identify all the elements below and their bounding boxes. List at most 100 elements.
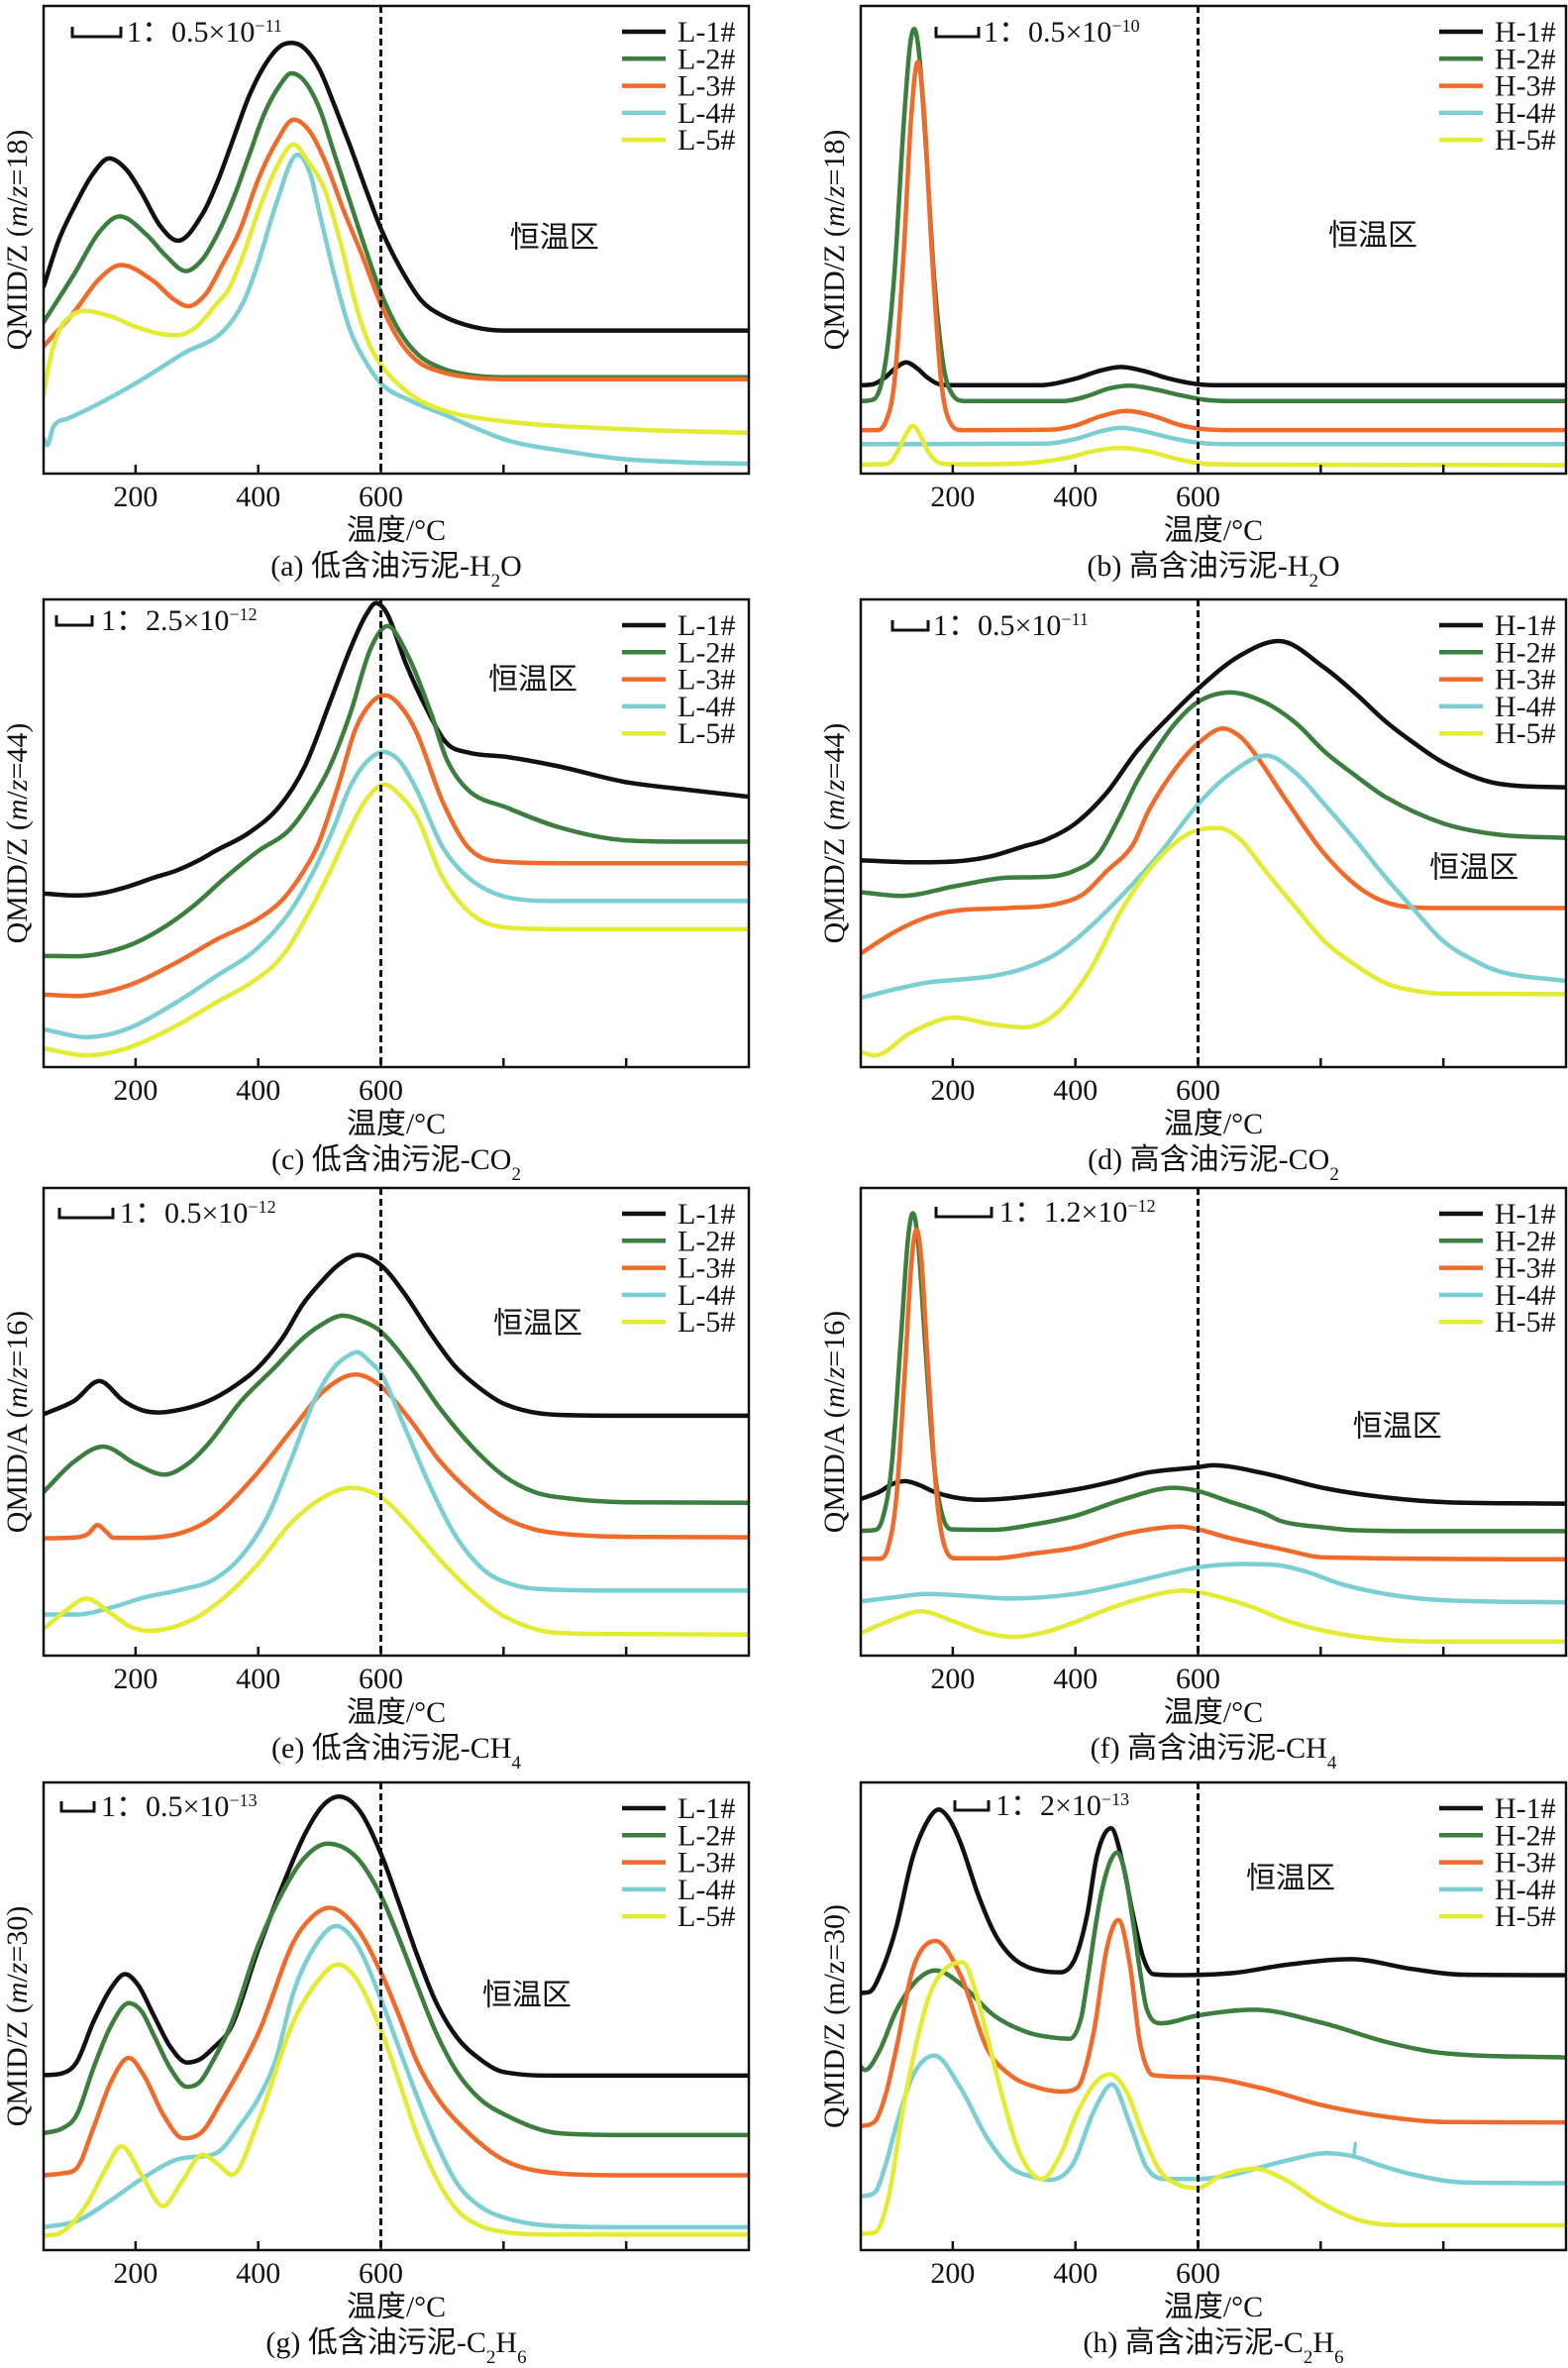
series-line-H-3	[861, 1227, 1566, 1562]
series-line-L-3	[44, 117, 749, 381]
x-axis-label: 温度/°C	[1164, 1696, 1263, 1729]
legend-label: H-5#	[1495, 717, 1556, 750]
legend-item: L-4#	[622, 1874, 735, 1906]
legend-label: H-3#	[1495, 664, 1556, 697]
y-axis-label-part: m	[818, 1387, 851, 1409]
caption-text: H	[1312, 2326, 1334, 2359]
legend-item: H-3#	[1439, 664, 1556, 697]
legend-label: L-1#	[678, 1198, 735, 1231]
y-axis-label-part: m	[818, 800, 851, 821]
legend: L-1#L-2#L-3#L-4#L-5#	[622, 1198, 735, 1339]
y-axis-label-part: QMID/Z (	[1, 227, 34, 350]
scale-bar-label: 1：0.5×10−10	[984, 16, 1140, 49]
legend: H-1#H-2#H-3#H-4#H-5#	[1439, 1198, 1556, 1339]
plot-area	[861, 638, 1566, 1058]
legend-item: L-2#	[622, 636, 735, 669]
legend-item: L-3#	[622, 1847, 735, 1880]
series-line-H-5	[861, 423, 1566, 468]
x-axis-label: 温度/°C	[347, 2291, 446, 2323]
legend-label: H-4#	[1495, 1279, 1556, 1312]
legend-item: L-2#	[622, 1225, 735, 1257]
legend: H-1#H-2#H-3#H-4#H-5#	[1439, 1792, 1556, 1933]
y-axis-label-part: QMID/Z (	[818, 227, 851, 350]
plot-frame	[859, 597, 1568, 1069]
legend: L-1#L-2#L-3#L-4#L-5#	[622, 609, 735, 750]
scale-bar-bracket-icon	[54, 615, 94, 627]
series-line-L-5	[44, 1485, 749, 1638]
y-axis-label-part: =44)	[818, 723, 851, 780]
scale-bar-value: 1：2.5×10	[101, 604, 229, 637]
y-axis-label-part: z	[1, 1366, 34, 1379]
scale-bar-exponent: −13	[229, 1790, 257, 1810]
legend-item: H-1#	[1439, 1198, 1556, 1231]
isothermal-zone-annotation: 恒温区	[510, 222, 599, 255]
series-line-H-1	[861, 360, 1566, 388]
scale-bar-label: 1：0.5×10−11	[127, 16, 282, 49]
caption-text: (g) 低含油污泥-C	[265, 2326, 485, 2359]
series-line-L-1	[44, 600, 749, 899]
legend-item: H-2#	[1439, 43, 1556, 75]
scale-bar-value: 1：1.2×10	[999, 1196, 1127, 1229]
legend-label: H-4#	[1495, 691, 1556, 723]
scale-bar-value: 1：2×10	[995, 1789, 1101, 1822]
plot-frame	[42, 597, 751, 1069]
legend-label: L-5#	[678, 1306, 735, 1339]
x-tick-label: 600	[1176, 1663, 1220, 1695]
legend-item: L-1#	[622, 609, 735, 642]
series-line-L-4	[44, 152, 749, 467]
x-tick-label: 400	[1053, 1663, 1098, 1695]
x-tick-label: 400	[1053, 1074, 1098, 1107]
scale-bar-value: 1：0.5×10	[120, 1197, 248, 1230]
plot-area	[861, 1211, 1566, 1645]
scale-bar-exponent: −10	[1111, 16, 1139, 36]
legend-label: H-5#	[1495, 124, 1556, 157]
series-line-H-5	[861, 1960, 1566, 2236]
scale-bar-bracket-icon	[59, 1801, 96, 1813]
x-axis-label: 温度/°C	[1164, 514, 1263, 547]
scale-bar-bracket-icon	[934, 1207, 993, 1219]
series-line-H-4	[861, 1561, 1566, 1605]
series-line-H-1	[861, 1807, 1566, 1995]
legend-label: H-1#	[1495, 1198, 1556, 1231]
series-line-L-4	[44, 749, 749, 1040]
legend-item: L-4#	[622, 97, 735, 130]
legend: H-1#H-2#H-3#H-4#H-5#	[1439, 16, 1556, 157]
legend-label: H-2#	[1495, 1225, 1556, 1257]
x-tick-label: 600	[359, 1074, 403, 1107]
caption-text: (c) 低含油污泥-CO	[271, 1143, 511, 1176]
series-line-H-2	[861, 690, 1566, 899]
series-line-L-5	[44, 1962, 749, 2239]
legend-label: L-2#	[678, 1225, 735, 1257]
y-axis-label-part: /	[818, 791, 851, 800]
legend-item: H-1#	[1439, 609, 1556, 642]
legend-item: L-3#	[622, 1252, 735, 1285]
y-axis-label-part: /	[1, 197, 34, 206]
y-axis-label: QMID/Z (m/z=44)	[1, 723, 34, 944]
panel-caption: (c) 低含油污泥-CO2	[271, 1143, 521, 1185]
plot-frame	[42, 1780, 751, 2252]
y-axis-label-part: m	[1, 206, 34, 228]
y-axis-label-part: z	[818, 779, 851, 792]
panel-caption: (f) 高含油污泥-CH4	[1091, 1732, 1337, 1774]
series-line-H-1	[861, 638, 1566, 865]
x-tick-label: 400	[236, 1074, 280, 1107]
legend-item: L-5#	[622, 717, 735, 750]
series-line-L-2	[44, 70, 749, 380]
isothermal-zone-annotation: 恒温区	[1429, 851, 1518, 884]
series-line-L-1	[44, 1252, 749, 1419]
isothermal-zone-annotation: 恒温区	[1328, 220, 1417, 253]
series-tick-mark	[1352, 2141, 1358, 2159]
legend-item: L-5#	[622, 124, 735, 157]
y-axis-label-part: z	[1, 779, 34, 792]
isothermal-zone-annotation: 恒温区	[488, 664, 577, 697]
legend-label: L-1#	[678, 16, 735, 49]
x-tick-label: 200	[930, 481, 975, 513]
scale-bar-bracket-icon	[953, 1800, 991, 1812]
series-line-H-5	[861, 1588, 1566, 1645]
legend-label: L-1#	[678, 609, 735, 642]
